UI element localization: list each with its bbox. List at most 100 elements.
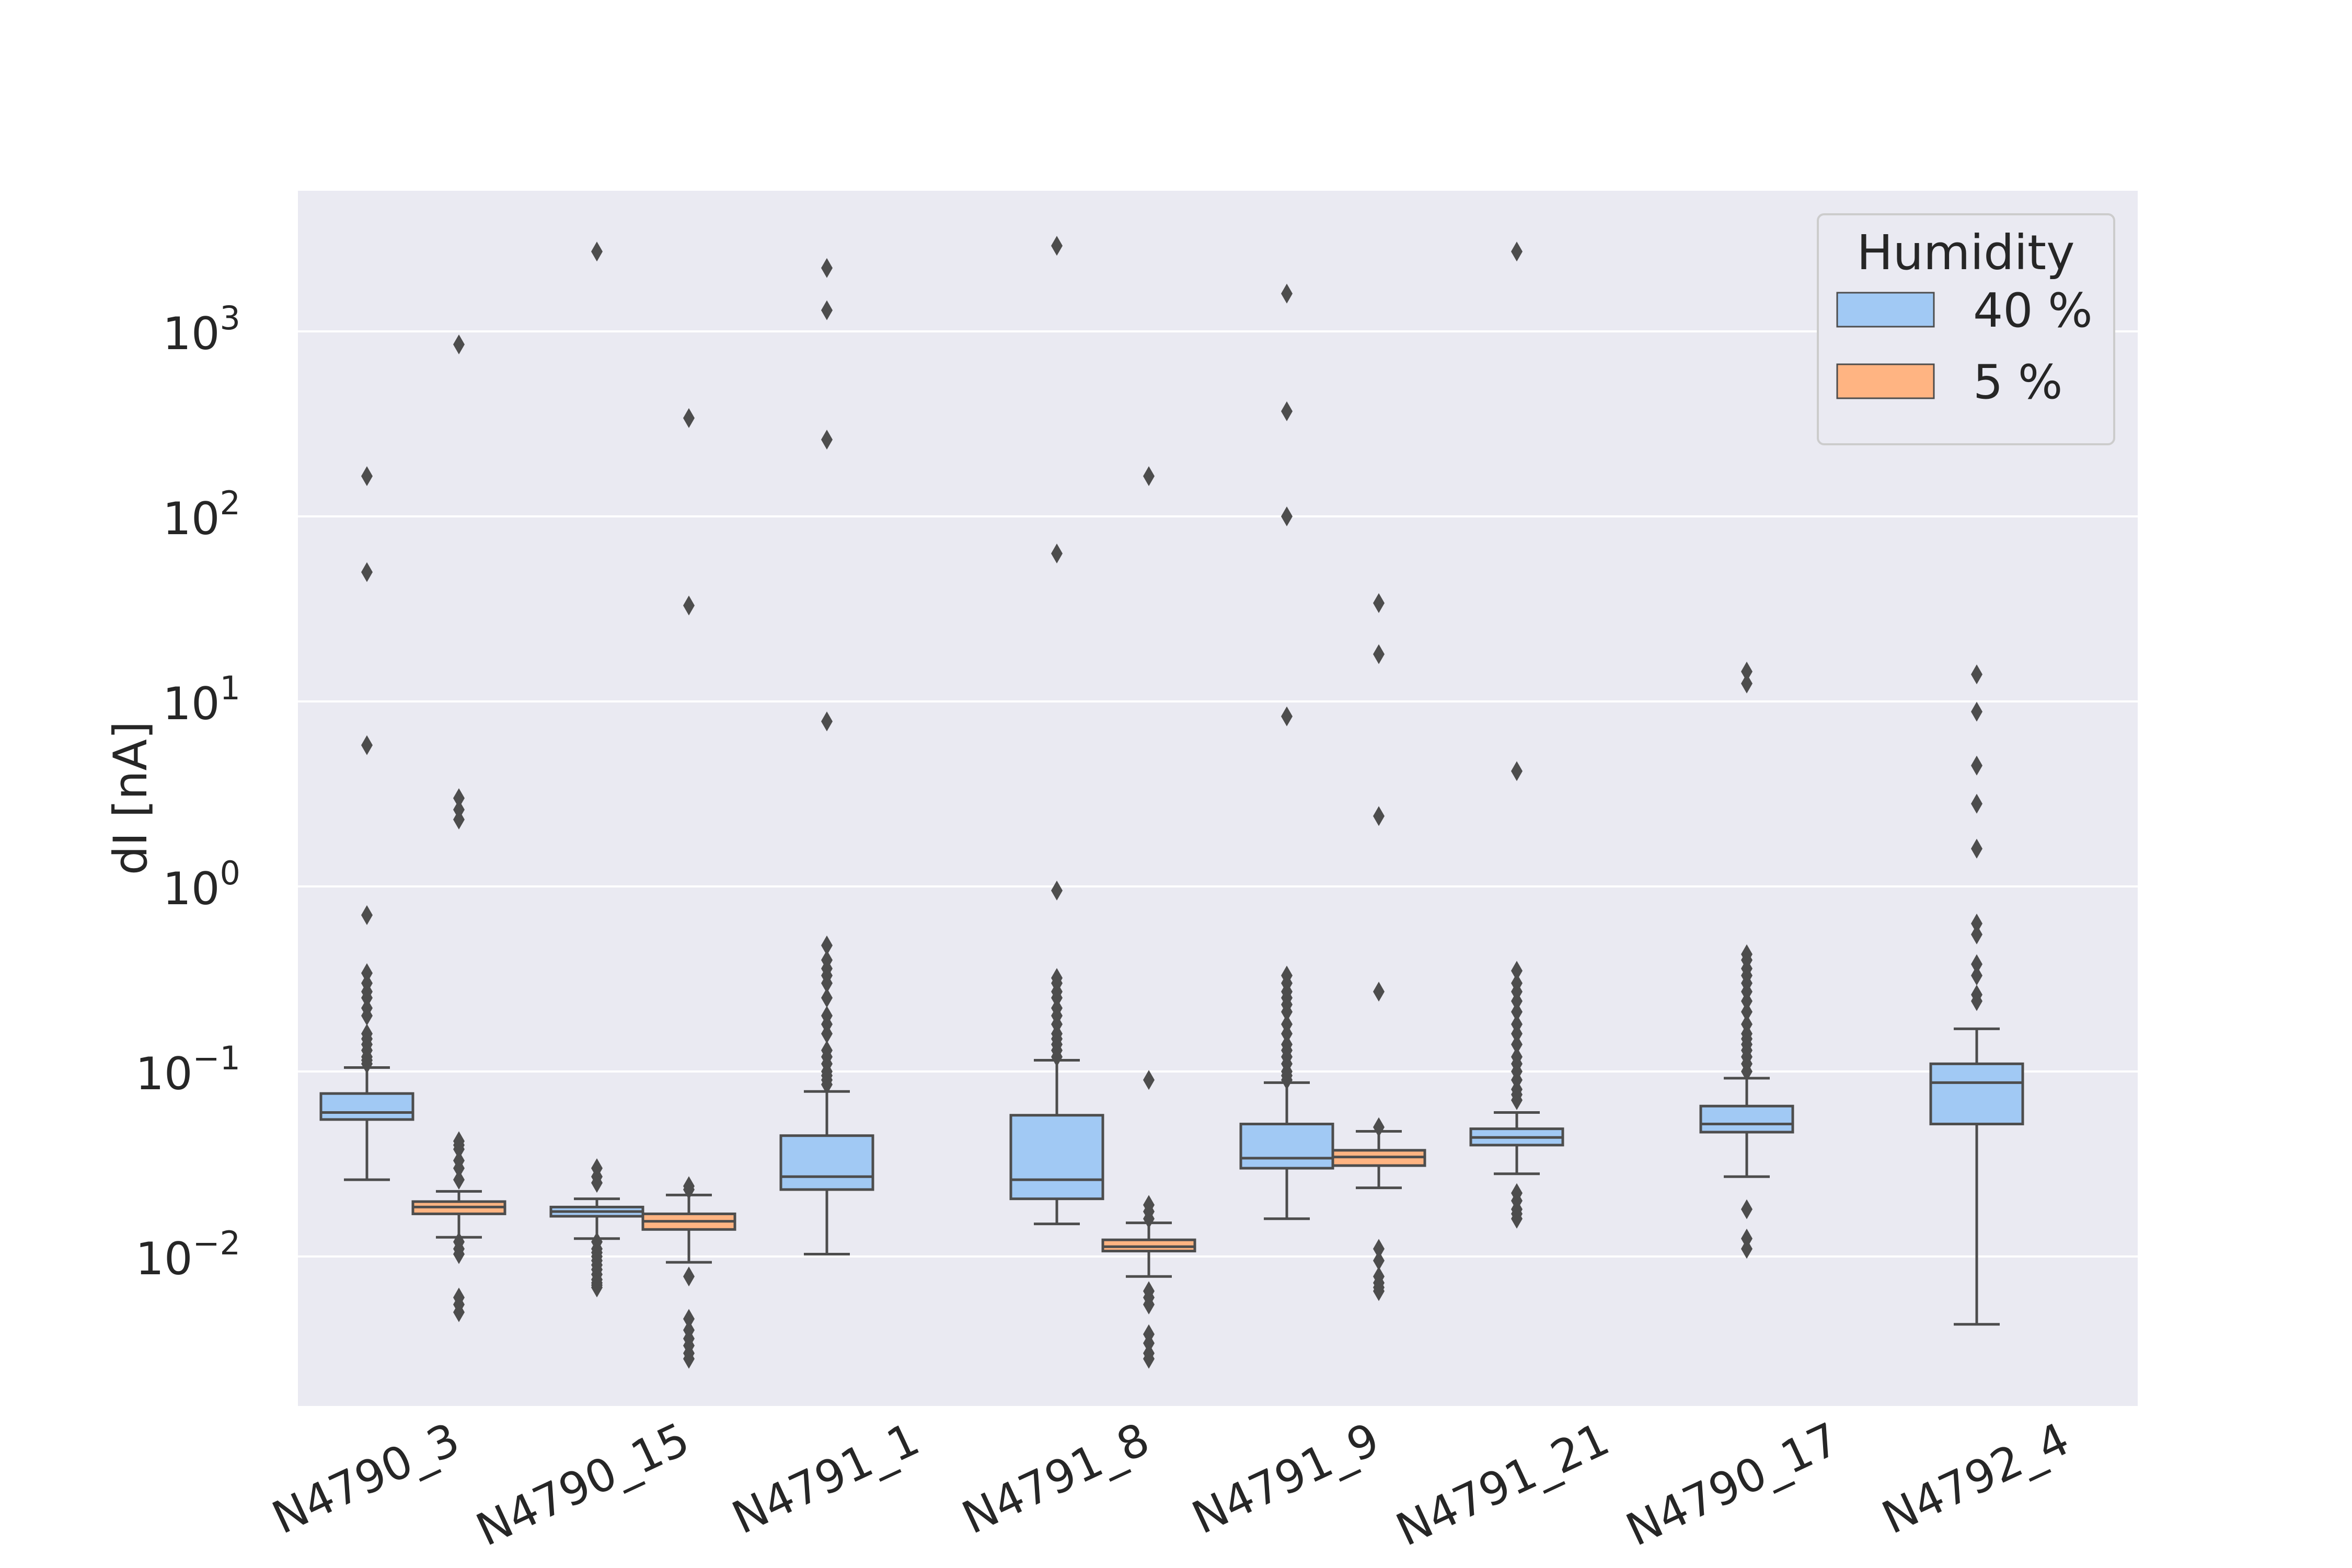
outlier-point [1741,1062,1753,1081]
outlier-point [453,809,465,829]
x-tick-label: N4791_8 [954,1413,1157,1544]
outlier-point [591,1277,603,1298]
outlier-point [361,1006,373,1026]
legend-swatch [1836,292,1935,328]
outlier-point [1511,961,1523,981]
outlier-point [1971,924,1982,944]
box-N4791_1-humid40 [779,258,874,1255]
outlier-point [1511,241,1523,262]
outlier-point [1373,593,1385,613]
outlier-point [821,1023,833,1044]
outlier-point [1281,506,1293,526]
legend: Humidity 40 % 5 % [1817,213,2115,445]
box-iqr [319,1092,414,1121]
outlier-point [1971,991,1982,1011]
outlier-point [821,258,833,278]
x-tick-label: N4791_1 [724,1413,927,1544]
y-tick-label: 103 [163,299,240,360]
outlier-point [1373,1281,1385,1301]
outlier-point [1373,1239,1385,1259]
outlier-point [591,241,603,262]
box-N4791_8-humid5 [1101,466,1196,1369]
outlier-point [1281,283,1293,304]
outlier-point [1971,954,1982,974]
y-tick-label: 10−1 [135,1039,240,1100]
outlier-point [1971,965,1982,986]
outlier-point [1741,661,1753,682]
outlier-point [683,1179,695,1200]
legend-swatch [1836,363,1935,399]
outlier-point [361,735,373,755]
outlier-point [1281,706,1293,727]
y-tick-label: 100 [163,854,240,915]
y-tick-label: 101 [163,669,240,730]
outlier-point [361,988,373,1008]
outlier-point [1971,664,1982,685]
outlier-point [821,1074,833,1094]
box-N4791_21-humid40 [1469,241,1564,1229]
x-tick-label: N4792_4 [1874,1413,2077,1544]
outlier-point [361,963,373,983]
outlier-point [1051,1046,1063,1067]
outlier-point [1741,991,1753,1011]
outlier-point [1373,982,1385,1002]
outlier-point [1511,1208,1523,1229]
outlier-point [361,1054,373,1074]
box-N4790_15-humid40 [549,241,644,1298]
outlier-point [453,334,465,354]
outlier-point [1741,1239,1753,1259]
outlier-point [1051,544,1063,564]
outlier-point [1143,1070,1155,1090]
legend-label: 40 % [1973,283,2093,338]
outlier-point [1281,1001,1293,1022]
outlier-point [1143,1333,1155,1353]
outlier-point [821,988,833,1008]
outlier-point [1051,880,1063,901]
outlier-point [1143,1348,1155,1369]
outlier-point [1511,991,1523,1011]
legend-title: Humidity [1857,225,2074,281]
outlier-point [1373,1250,1385,1271]
outlier-point [821,711,833,732]
x-tick-label: N4790_3 [264,1413,467,1544]
outlier-point [821,935,833,955]
outlier-point [1741,1199,1753,1219]
outlier-point [1051,988,1063,1008]
box-iqr [1929,1062,2024,1126]
outlier-point [1051,236,1063,256]
x-tick-label: N4790_15 [469,1413,697,1557]
box-iqr [779,1134,874,1191]
y-axis-label: dI [nA] [103,721,157,875]
box-iqr [1009,1114,1104,1201]
outlier-point [1373,806,1385,826]
box-N4790_3-humid5 [411,334,506,1322]
outlier-point [1971,838,1982,859]
legend-label: 5 % [1973,355,2062,410]
box-N4792_4-humid40 [1929,664,2024,1326]
outlier-point [821,973,833,994]
outlier-point [1281,401,1293,421]
box-N4790_15-humid5 [641,408,736,1369]
outlier-point [453,1158,465,1179]
outlier-point [1373,1117,1385,1137]
box-N4791_9-humid40 [1239,283,1334,1220]
y-tick-label: 10−2 [135,1224,240,1285]
box-N4790_3-humid40 [319,466,414,1181]
outlier-point [1511,1001,1523,1022]
box-N4790_17-humid40 [1699,661,1794,1259]
outlier-point [1971,701,1982,722]
outlier-point [1281,1070,1293,1090]
outlier-point [1741,1001,1753,1022]
outlier-point [1741,1228,1753,1249]
box-plots [319,236,2024,1369]
outlier-point [821,430,833,450]
box-iqr [1699,1104,1794,1134]
outlier-point [453,1139,465,1159]
outlier-point [1511,761,1523,781]
outlier-point [1971,914,1982,934]
outlier-point [1373,644,1385,664]
x-tick-labels: N4790_3 N4790_15 N4791_1 N4791_8 N4791_9 N479… [264,1413,2077,1557]
outlier-point [821,300,833,320]
x-tick-label: N4791_21 [1389,1413,1617,1557]
